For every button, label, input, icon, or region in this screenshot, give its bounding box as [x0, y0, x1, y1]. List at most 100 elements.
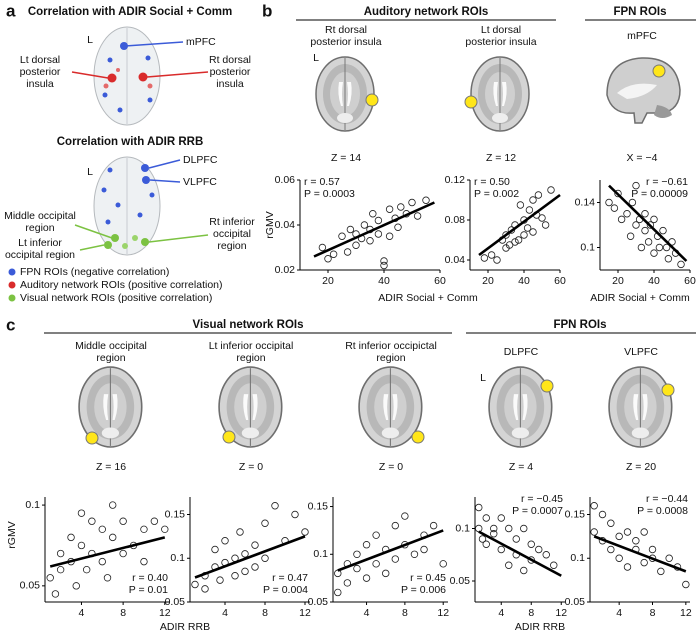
data-point — [490, 530, 498, 538]
data-point — [615, 532, 623, 541]
stat-p: P = 0.01 — [129, 584, 168, 596]
roi-label: Rt inferior — [209, 216, 255, 228]
slice-label: Z = 12 — [486, 152, 516, 164]
data-point — [632, 221, 640, 229]
roi-label: insula — [26, 78, 54, 90]
stat-r: r = −0.61 — [646, 176, 688, 188]
y-tick-label: 0.1 — [170, 552, 185, 564]
data-point — [646, 221, 655, 229]
y-tick-label: 0.1 — [313, 548, 328, 560]
data-point — [343, 248, 352, 256]
x-tick-label: 8 — [650, 607, 656, 619]
data-point — [221, 537, 229, 545]
x-tick-label: 12 — [680, 607, 692, 619]
panel-label: a — [6, 1, 16, 20]
data-point — [150, 517, 159, 525]
stat-r: r = −0.45 — [521, 493, 563, 505]
x-axis-label: ADIR RRB — [160, 621, 210, 633]
data-point — [119, 517, 127, 525]
data-point — [487, 251, 496, 259]
stat-r: r = −0.44 — [646, 493, 688, 505]
data-point — [369, 210, 377, 218]
legend-label: FPN ROIs (negative correlation) — [20, 266, 169, 278]
data-point — [251, 563, 259, 571]
fit-line — [313, 201, 435, 258]
data-point — [352, 241, 360, 249]
y-tick-label: 0.04 — [275, 219, 296, 231]
x-tick-label: 8 — [262, 607, 268, 619]
data-point — [318, 243, 327, 252]
slice-label: Z = 0 — [239, 461, 263, 473]
data-point — [512, 535, 520, 543]
data-point — [598, 510, 607, 519]
data-point — [413, 212, 422, 220]
data-point — [490, 524, 498, 533]
side-label: L — [87, 34, 93, 46]
data-point — [648, 545, 657, 554]
data-point — [397, 203, 405, 211]
brain-title: Lt dorsal — [481, 24, 521, 36]
brain-title: region — [236, 352, 265, 364]
data-point — [216, 576, 224, 584]
legend-swatch — [8, 281, 16, 289]
x-axis-label: ADIR Social + Comm — [590, 292, 690, 304]
y-tick-label: 0.12 — [445, 174, 466, 186]
legend-label: Visual network ROIs (positive correlatio… — [20, 292, 212, 304]
data-point — [109, 533, 117, 542]
x-tick-label: 4 — [616, 607, 622, 619]
scatter-chart: 0.04 0.08 0.12 20 40 60 r = 0.50P = 0.002 — [445, 174, 566, 287]
data-point — [67, 533, 75, 542]
data-point — [655, 243, 664, 252]
roi-label: Middle occipital — [4, 210, 76, 222]
roi-label: posterior — [210, 66, 251, 78]
slice-label: Z = 14 — [331, 152, 361, 164]
data-point — [261, 519, 269, 527]
x-tick-label: 12 — [555, 607, 567, 619]
legend-label: Auditory network ROIs (positive correlat… — [20, 279, 223, 291]
data-point — [650, 249, 658, 257]
data-point — [51, 590, 60, 598]
fit-line — [593, 535, 687, 573]
y-tick-label: 0.15 — [165, 508, 186, 520]
data-point — [478, 535, 487, 543]
roi-label: posterior — [20, 66, 61, 78]
y-tick-label: 0.04 — [445, 254, 466, 266]
data-point — [191, 580, 199, 589]
y-tick-label: 0.05 — [565, 596, 586, 608]
panel-title: Correlation with ADIR Social + Comm — [28, 6, 232, 18]
brain-title: mPFC — [627, 30, 657, 42]
data-point — [385, 205, 394, 213]
data-point — [614, 189, 622, 198]
data-point — [236, 528, 244, 536]
data-point — [334, 569, 342, 578]
stat-p: P = 0.0003 — [304, 188, 355, 200]
data-point — [391, 521, 399, 530]
data-point — [632, 537, 640, 545]
stat-r: r = 0.57 — [304, 176, 340, 188]
x-tick-label: 12 — [159, 607, 171, 619]
roi-label: Lt inferior — [18, 237, 62, 249]
data-point — [497, 514, 505, 522]
roi-label: Rt dorsal — [209, 54, 251, 66]
data-point — [677, 260, 685, 269]
x-tick-label: 4 — [222, 607, 228, 619]
data-point — [520, 524, 528, 533]
data-point — [520, 566, 528, 575]
scatter-chart: 0.05 0.1 4 8 12 r = −0.45P = 0.0007 — [450, 493, 568, 619]
roi-label: region — [25, 222, 54, 234]
data-point — [324, 255, 332, 263]
data-point — [623, 528, 632, 536]
data-point — [98, 557, 106, 566]
data-point — [665, 554, 673, 562]
data-point — [527, 540, 535, 548]
x-tick-label: 40 — [378, 275, 390, 287]
x-tick-label: 20 — [322, 275, 334, 287]
data-point — [505, 561, 513, 569]
data-point — [56, 565, 65, 574]
brain-title: region — [96, 352, 125, 364]
data-point — [353, 564, 361, 573]
scatter-chart: 0.05 0.1 0.15 4 8 12 r = −0.44P = 0.0008 — [565, 493, 692, 619]
data-point — [475, 524, 483, 533]
side-label: L — [313, 52, 319, 64]
